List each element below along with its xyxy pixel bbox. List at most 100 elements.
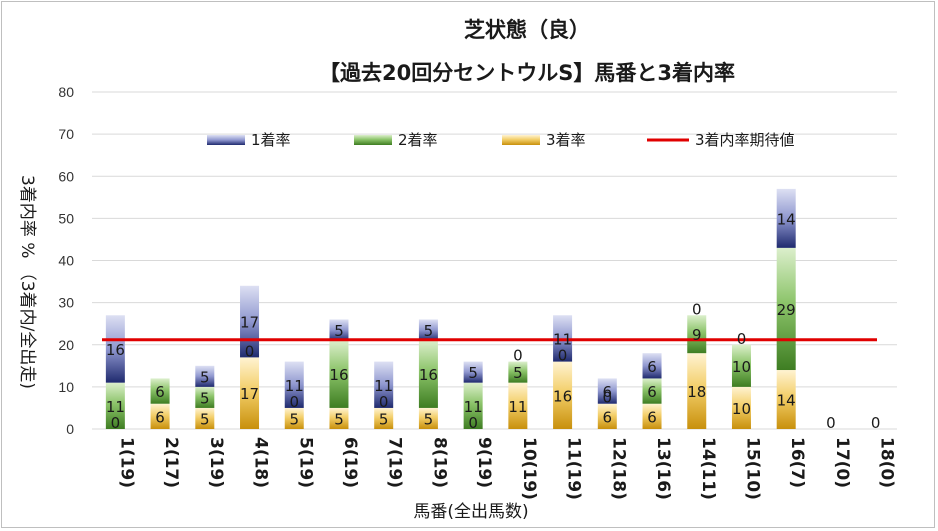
x-tick-label: 17(0) bbox=[832, 437, 852, 488]
data-label: 16 bbox=[553, 387, 572, 405]
bar-segment bbox=[463, 361, 483, 383]
data-label: 5 bbox=[513, 364, 523, 382]
bar-segment bbox=[687, 353, 707, 429]
legend-swatch bbox=[502, 135, 540, 145]
bar-segment bbox=[418, 319, 438, 341]
x-tick-label: 1(19) bbox=[116, 437, 136, 488]
legend-label: 2着率 bbox=[398, 131, 438, 149]
y-axis-label: 3着内率 % （3着内/全出走) bbox=[17, 175, 37, 389]
bar-segment bbox=[284, 407, 304, 429]
x-tick-label: 8(19) bbox=[429, 437, 449, 488]
data-label: 29 bbox=[777, 301, 796, 319]
data-label: 6 bbox=[647, 358, 657, 376]
bar-segment bbox=[150, 403, 170, 429]
bar-segment bbox=[329, 407, 349, 429]
bar-segment bbox=[284, 361, 304, 408]
bar-segment bbox=[150, 378, 170, 404]
data-label: 16 bbox=[329, 366, 348, 384]
bars bbox=[105, 188, 796, 429]
gridlines bbox=[92, 91, 897, 430]
data-label: 0 bbox=[513, 347, 523, 365]
y-tick-label: 10 bbox=[58, 379, 74, 395]
bar-segment bbox=[463, 382, 483, 429]
x-tick-label: 9(19) bbox=[474, 437, 494, 488]
data-label: 5 bbox=[200, 410, 210, 428]
x-tick-label: 3(19) bbox=[206, 437, 226, 488]
data-label: 6 bbox=[155, 408, 165, 426]
bar-segment bbox=[105, 315, 125, 383]
data-label: 9 bbox=[692, 326, 702, 344]
data-label: 5 bbox=[200, 389, 210, 407]
data-label: 5 bbox=[334, 322, 344, 340]
data-label: 6 bbox=[647, 383, 657, 401]
data-label: 0 bbox=[289, 393, 299, 411]
x-tick-label: 5(19) bbox=[295, 437, 315, 488]
legend-label: 1着率 bbox=[251, 131, 291, 149]
data-label: 0 bbox=[468, 414, 478, 432]
data-label: 18 bbox=[687, 383, 706, 401]
data-label: 0 bbox=[379, 393, 389, 411]
bar-segment bbox=[195, 407, 215, 429]
bar-segment bbox=[329, 340, 349, 408]
bar-segment bbox=[642, 403, 662, 429]
bar-segment bbox=[597, 403, 617, 429]
data-label: 0 bbox=[245, 342, 255, 360]
bar-segment bbox=[776, 370, 796, 429]
data-label: 11 bbox=[106, 398, 125, 416]
data-label: 0 bbox=[603, 389, 613, 407]
data-label: 5 bbox=[289, 410, 299, 428]
bar-segment bbox=[508, 382, 528, 429]
data-label: 6 bbox=[603, 383, 613, 401]
bar-segment bbox=[553, 361, 573, 429]
x-tick-label: 13(16) bbox=[653, 437, 673, 500]
x-tick-label: 15(10) bbox=[742, 437, 762, 500]
legend-label: 3着率 bbox=[546, 131, 586, 149]
data-label: 14 bbox=[777, 210, 796, 228]
data-label: 16 bbox=[106, 341, 125, 359]
data-label: 11 bbox=[464, 398, 483, 416]
legend-label: 3着内率期待値 bbox=[695, 131, 795, 149]
bar-segment bbox=[195, 365, 215, 387]
data-label: 5 bbox=[424, 410, 434, 428]
y-tick-label: 60 bbox=[58, 168, 74, 184]
data-label: 11 bbox=[553, 330, 572, 348]
y-tick-label: 40 bbox=[58, 253, 74, 269]
legend: 1着率 2着率 3着率 3着内率期待値 bbox=[207, 131, 795, 149]
data-label: 6 bbox=[603, 408, 613, 426]
bar-segment bbox=[642, 378, 662, 404]
data-label: 10 bbox=[732, 400, 751, 418]
data-label: 11 bbox=[285, 377, 304, 395]
x-axis-ticks: 1(19) 2(17) 3(19) 4(18) 5(19) 6(19) 7(19) 8(19)… bbox=[116, 437, 896, 500]
bar-segment bbox=[642, 353, 662, 379]
data-label: 5 bbox=[424, 322, 434, 340]
bar-segment bbox=[374, 407, 394, 429]
data-label: 5 bbox=[379, 410, 389, 428]
data-label: 0 bbox=[111, 414, 121, 432]
bar-segment bbox=[418, 340, 438, 408]
x-tick-label: 16(7) bbox=[787, 437, 807, 488]
data-labels: 0111666555170175011516550115165011511501… bbox=[106, 210, 881, 432]
legend-swatch bbox=[207, 135, 245, 145]
data-label: 11 bbox=[508, 398, 527, 416]
data-label: 6 bbox=[155, 383, 165, 401]
bar-segment bbox=[597, 378, 617, 404]
bar-segment bbox=[418, 407, 438, 429]
x-axis-label: 馬番(全出馬数) bbox=[413, 502, 528, 522]
y-tick-label: 20 bbox=[58, 337, 74, 353]
x-tick-label: 18(0) bbox=[877, 437, 897, 488]
data-label: 0 bbox=[692, 300, 702, 318]
bar-segment bbox=[329, 319, 349, 341]
data-label: 10 bbox=[732, 358, 751, 376]
x-tick-label: 6(19) bbox=[340, 437, 360, 488]
y-tick-label: 50 bbox=[58, 210, 74, 226]
data-label: 16 bbox=[419, 366, 438, 384]
data-label: 0 bbox=[871, 414, 881, 432]
data-label: 5 bbox=[200, 368, 210, 386]
x-tick-label: 14(11) bbox=[698, 437, 718, 500]
bar-segment bbox=[776, 188, 796, 248]
x-tick-label: 4(18) bbox=[251, 437, 271, 488]
y-axis-ticks: 0 10 20 30 40 50 60 70 80 bbox=[58, 84, 74, 437]
data-label: 0 bbox=[558, 347, 568, 365]
